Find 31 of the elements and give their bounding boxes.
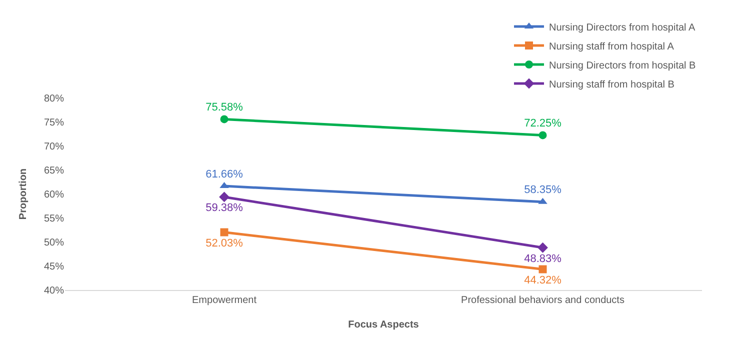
point: [220, 228, 228, 236]
point: [538, 242, 548, 253]
point: [219, 192, 230, 202]
y-tick-label: 55%: [44, 214, 64, 224]
x-axis-title: Focus Aspects: [348, 320, 420, 330]
legend-label: Nursing Directors from hospital B: [549, 60, 696, 72]
data-label: 44.32%: [524, 274, 562, 287]
y-tick-label: 60%: [44, 190, 64, 200]
legend-label: Nursing staff from hospital A: [549, 41, 674, 52]
y-tick-label: 70%: [44, 142, 64, 152]
x-tick-label: Empowerment: [192, 295, 257, 306]
y-tick-label: 40%: [44, 286, 64, 296]
legend-label: Nursing staff from hospital B: [549, 79, 675, 90]
legend-label: Nursing Directors from hospital A: [549, 22, 696, 34]
data-label: 72.25%: [524, 117, 562, 130]
data-label: 59.38%: [206, 202, 244, 214]
y-axis-title: Proportion: [18, 168, 29, 220]
data-label: 58.35%: [524, 184, 562, 196]
data-label: 48.83%: [524, 252, 562, 265]
point: [538, 265, 547, 274]
point: [538, 131, 547, 140]
y-tick-label: 75%: [44, 118, 64, 128]
x-tick-label: Professional behaviors and conducts: [461, 295, 624, 306]
data-label: 75.58%: [206, 101, 244, 114]
y-tick-label: 65%: [44, 166, 64, 176]
y-tick-label: 50%: [44, 238, 64, 248]
data-label: 61.66%: [206, 168, 244, 180]
data-label: 52.03%: [206, 238, 244, 250]
y-tick-label: 80%: [44, 94, 64, 104]
y-tick-label: 45%: [44, 262, 64, 272]
point: [220, 115, 228, 124]
